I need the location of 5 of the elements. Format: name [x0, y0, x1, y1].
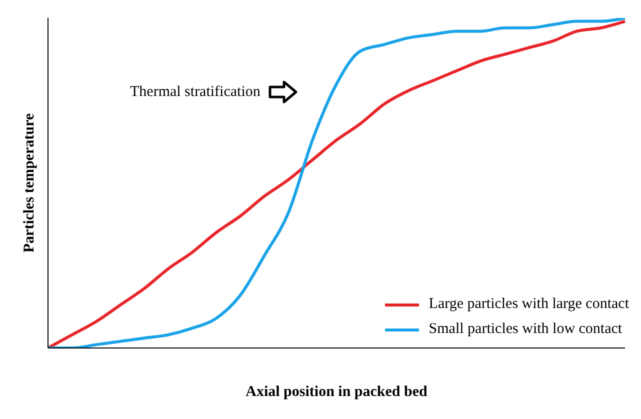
annotation: Thermal stratification	[130, 84, 260, 100]
x-axis-title: Axial position in packed bed	[246, 384, 428, 400]
legend-label: Large particles with large contact	[428, 295, 629, 314]
y-axis-title: Particles temperature	[21, 113, 38, 253]
legend-label: Small particles with low contact	[428, 320, 622, 339]
